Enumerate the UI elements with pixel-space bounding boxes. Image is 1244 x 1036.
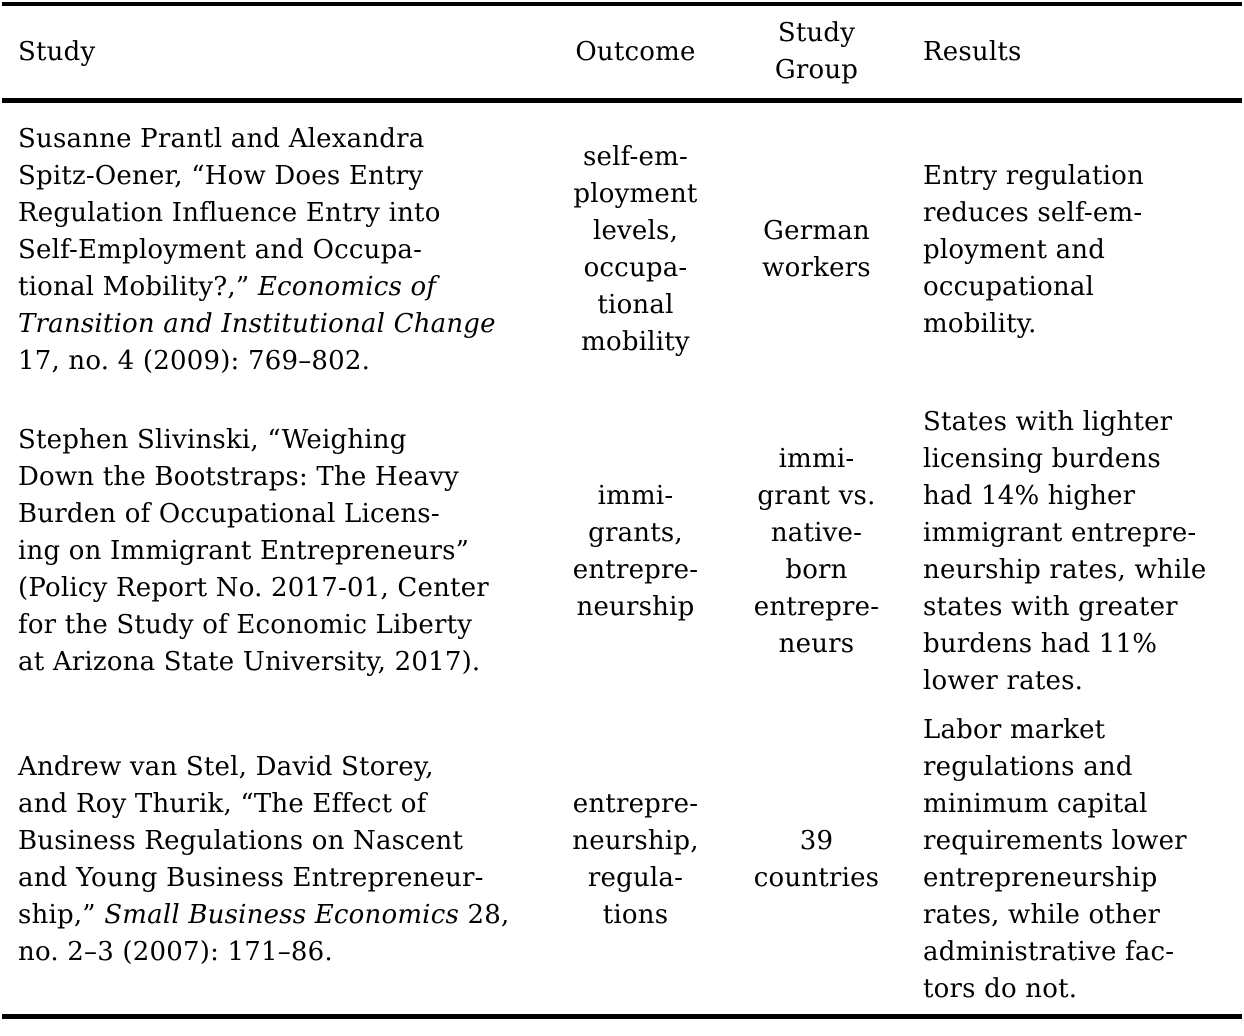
study-group-cell: immi- grant vs. native- born entrepre- n… [753,443,880,659]
citation-text: 17, no. 4 (2009): 769–802. [18,345,371,376]
results-cell: Labor market regulations and minimum cap… [923,715,1187,1004]
table-body: Susanne Prantl and Alexandra Spitz-Oener… [2,101,1242,1017]
column-header-study: Study [18,36,96,67]
outcome-cell: entrepre- neurship, regula- tions [572,789,699,930]
table-row: Stephen Slivinski, “Weighing Down the Bo… [2,397,1242,706]
column-header-outcome: Outcome [575,36,696,67]
study-citation-cell: Susanne Prantl and Alexandra Spitz-Oener… [2,101,547,398]
table-row: Susanne Prantl and Alexandra Spitz-Oener… [2,101,1242,398]
citation-journal-title: Economics of Transition and Institutiona… [18,271,496,339]
study-group-cell: 39 countries [753,826,880,893]
study-citation-cell: Stephen Slivinski, “Weighing Down the Bo… [2,397,547,706]
studies-table: Study Outcome Study Group Results Susann… [2,2,1242,1019]
citation-journal-title: Small Business Economics [104,900,460,930]
outcome-cell: self-em- ployment levels, occupa- tional… [573,142,698,357]
outcome-cell: immi- grants, entrepre- neurship [572,480,699,622]
column-header-results: Results [923,36,1022,67]
citation-text: 28, no. 2–3 (2007): 171–86. [18,900,510,967]
table-row: Andrew van Stel, David Storey, and Roy T… [2,706,1242,1017]
citation-text: Andrew van Stel, David Storey, and Roy T… [18,752,484,930]
column-header-study-group: Study Group [774,18,859,85]
results-cell: Entry regulation reduces self-em- ployme… [923,160,1144,339]
table-header: Study Outcome Study Group Results [2,4,1242,101]
citation-text: Susanne Prantl and Alexandra Spitz-Oener… [18,123,441,302]
study-citation-cell: Andrew van Stel, David Storey, and Roy T… [2,706,547,1017]
results-cell: States with lighter licensing burdens ha… [923,406,1207,696]
study-group-cell: German workers [762,216,871,283]
citation-text: Stephen Slivinski, “Weighing Down the Bo… [18,425,489,677]
header-row: Study Outcome Study Group Results [2,4,1242,101]
